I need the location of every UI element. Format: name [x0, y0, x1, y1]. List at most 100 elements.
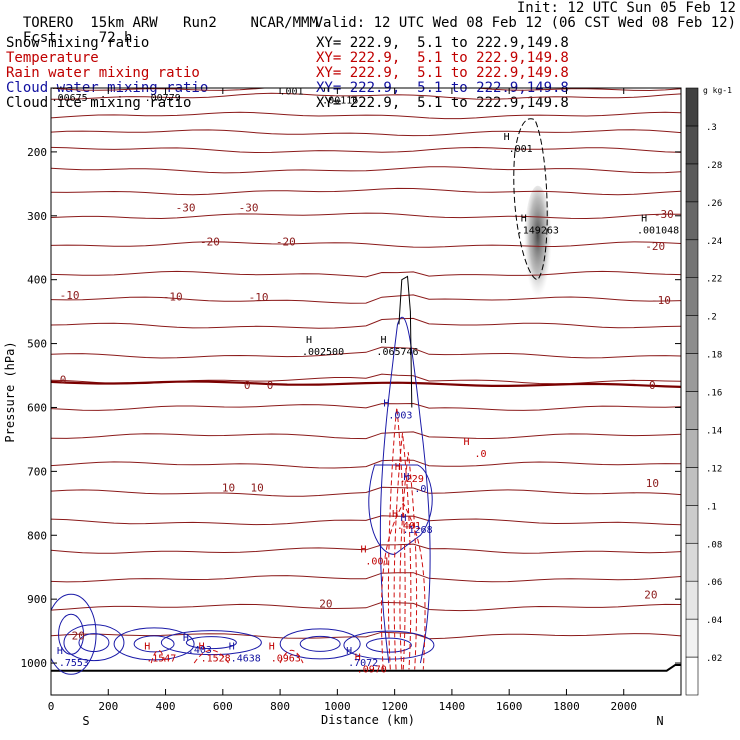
high-value: .7553 [59, 658, 89, 669]
init-time: Init: 12 UTC Sun 05 Feb 12 [516, 0, 736, 16]
temperature-isotherm [51, 146, 681, 154]
x-tick-label: 1600 [496, 700, 523, 713]
temperature-label: 10 [251, 481, 264, 494]
y-tick-label: 800 [27, 529, 47, 542]
high-marker: H [53, 81, 59, 92]
colorbar-bin [685, 125, 699, 165]
temperature-isotherm [51, 317, 681, 329]
high-marker: H [57, 646, 63, 657]
field-name-cloud-ice: Cloud ice mixing ratio [6, 95, 192, 111]
x-tick-label: 1200 [381, 700, 408, 713]
x-axis-title: Distance (km) [321, 713, 415, 727]
zero-isotherm [51, 380, 681, 388]
colorbar-bin [685, 429, 699, 468]
temperature-label: 0 [267, 379, 274, 392]
model-name: TORERO [22, 15, 74, 31]
y-tick-label: 300 [27, 210, 47, 223]
temperature-isotherm [51, 241, 681, 248]
field-name-rain: Rain water mixing ratio [6, 65, 200, 81]
field-name-temperature: Temperature [6, 50, 99, 66]
high-value: .0 [414, 484, 426, 495]
high-marker: H [306, 335, 312, 346]
colorbar-tick-label: .08 [706, 540, 722, 550]
colorbar-bin [685, 315, 699, 354]
temperature-isotherm [51, 431, 681, 440]
colorbar-bin [685, 505, 699, 544]
high-value: .7072 [348, 658, 378, 669]
x-tick-label: 1000 [324, 700, 351, 713]
fcst-label: Fcst: [22, 30, 66, 46]
high-value: .4638 [231, 653, 261, 664]
temperature-isotherm [51, 459, 681, 469]
colorbar-bin [685, 656, 699, 696]
cloud-water-contour [185, 636, 237, 650]
high-marker: H [183, 633, 189, 644]
colorbar-bin [685, 618, 699, 658]
fcst-value: 72 h [98, 30, 133, 46]
colorbar-bin [685, 201, 699, 241]
temperature-label: 0 [649, 379, 656, 392]
y-tick-label: 200 [27, 146, 47, 159]
high-marker: H [199, 641, 205, 652]
y-tick-label: 400 [27, 274, 47, 287]
valid-time: Valid: 12 UTC Wed 08 Feb 12 (06 CST Wed … [314, 15, 736, 31]
forecast-hours: Fcst: 72 h [6, 16, 133, 46]
high-marker: H [401, 513, 407, 524]
high-marker: H [392, 509, 398, 520]
y-axis-title: Pressure (hPa) [3, 341, 17, 442]
high-marker: H [464, 437, 470, 448]
model-org: NCAR/MMM [250, 15, 318, 31]
temperature-isotherm [51, 572, 681, 583]
model-resolution: 15km ARW [90, 15, 158, 31]
cloud-water-contour [299, 635, 341, 652]
snow-shading [523, 185, 552, 310]
temperature-label: 10 [222, 481, 235, 494]
snow-contour [513, 118, 548, 281]
colorbar-tick-label: .16 [706, 389, 722, 399]
high-value: .00675 [52, 93, 88, 104]
colorbar-tick-label: .24 [706, 237, 722, 247]
high-value: .403 [188, 645, 212, 656]
field-xy-snow: XY= 222.9, 5.1 to 222.9,149.8 [316, 35, 569, 51]
temperature-isotherm [51, 92, 681, 100]
temperature-isotherm [51, 515, 681, 526]
colorbar-tick-label: .28 [706, 161, 722, 171]
colorbar-bin [685, 277, 699, 316]
high-marker: H [269, 641, 275, 652]
high-value: .001048 [637, 225, 679, 236]
x-tick-label: 0 [48, 700, 55, 713]
high-value: .003 [388, 411, 412, 422]
high-marker: H [521, 213, 527, 224]
temperature-isotherm [51, 166, 681, 174]
temperature-isotherm [51, 486, 681, 497]
high-value: .149263 [517, 225, 559, 236]
high-value: .001 [279, 87, 303, 98]
high-marker: H [360, 544, 366, 555]
cloud-water-contour [133, 635, 175, 653]
rain-water-contour [279, 649, 304, 664]
high-value: .00116 [322, 96, 358, 107]
cloud-water-contour [279, 628, 361, 660]
header-model: TORERO 15km ARW Run2 NCAR/MMM [6, 1, 318, 31]
high-value: .1268 [402, 525, 432, 536]
cloud-water-contour [379, 316, 431, 664]
x-axis-end-left: S [82, 714, 89, 728]
colorbar-tick-label: .14 [706, 426, 722, 436]
high-marker: H [346, 646, 352, 657]
temperature-label: -10 [163, 290, 183, 303]
temperature-label: -30 [176, 201, 196, 214]
plot-frame [50, 87, 682, 696]
temperature-label: 20 [319, 598, 332, 611]
temperature-label: -20 [276, 235, 296, 248]
temperature-label: -20 [645, 240, 665, 253]
high-marker: H [323, 84, 329, 95]
terrain-line [51, 663, 681, 672]
rain-water-contour [150, 649, 167, 664]
colorbar-bin [685, 391, 699, 430]
colorbar-tick-label: .22 [706, 275, 722, 285]
high-value: .0970 [357, 664, 387, 675]
cloud-water-contour [160, 630, 262, 656]
snow-contour [398, 275, 413, 408]
x-tick-label: 200 [98, 700, 118, 713]
temperature-isotherm [51, 294, 681, 304]
